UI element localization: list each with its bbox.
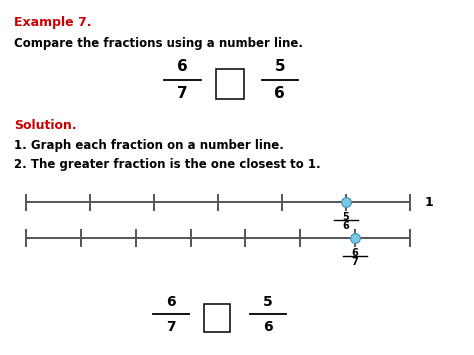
Text: 6: 6 [352,248,358,258]
FancyBboxPatch shape [216,69,244,99]
Text: Example 7.: Example 7. [14,16,92,29]
FancyBboxPatch shape [204,304,230,332]
Text: 5: 5 [274,59,285,74]
Text: 6: 6 [274,86,285,101]
Text: Solution.: Solution. [14,119,77,132]
Text: 6: 6 [166,295,175,309]
Text: 6: 6 [263,320,273,334]
Text: Compare the fractions using a number line.: Compare the fractions using a number lin… [14,37,303,50]
Text: 6: 6 [177,59,188,74]
Text: >: > [212,313,222,323]
Text: 7: 7 [166,320,175,334]
Text: 7: 7 [177,86,188,101]
Text: 1. Graph each fraction on a number line.: 1. Graph each fraction on a number line. [14,139,284,152]
Text: 1: 1 [424,196,433,209]
Text: 2. The greater fraction is the one closest to 1.: 2. The greater fraction is the one close… [14,158,321,171]
Text: 6: 6 [343,221,349,231]
Text: 5: 5 [263,295,273,309]
Text: 5: 5 [343,212,349,222]
Text: 7: 7 [352,257,358,267]
